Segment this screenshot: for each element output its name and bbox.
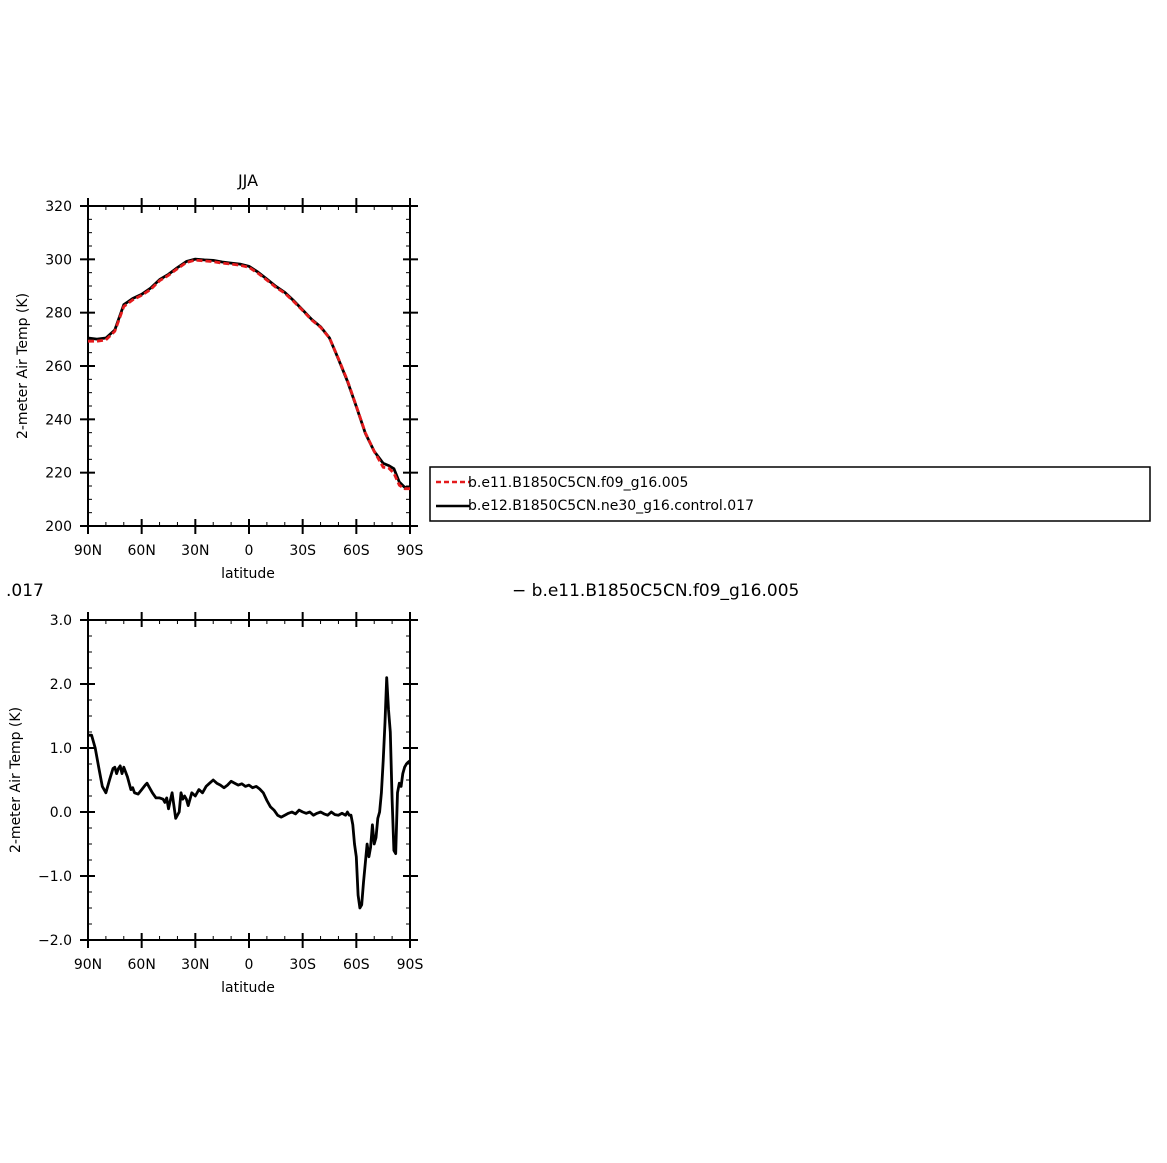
panel1-x-axis-label: latitude (221, 566, 275, 582)
panel2-title-fragment: .017 (6, 581, 44, 601)
legend-label-model-b: b.e12.B1850C5CN.ne30_g16.control.017 (468, 498, 754, 514)
panel1-title: JJA (237, 171, 258, 190)
y-tick-label: 1.0 (50, 741, 72, 757)
difference-panel: .017 − b.e11.B1850C5CN.f09_g16.005 −2.0 −… (6, 581, 799, 996)
temperature-panel: JJA 200 220 240 260 280 300 320 90N 60N 30N 0 30S 6… (15, 171, 423, 582)
series-line-0 (88, 676, 411, 910)
x-tick-label: 60N (128, 957, 156, 973)
legend: b.e11.B1850C5CN.f09_g16.005 b.e12.B1850C… (429, 466, 1151, 522)
x-tick-label: 60S (343, 543, 370, 559)
y-tick-label: 280 (45, 306, 72, 322)
panel2-subtitle: − b.e11.B1850C5CN.f09_g16.005 (512, 581, 799, 601)
panel1-y-axis-label: 2-meter Air Temp (K) (15, 293, 31, 439)
legend-label-model-a: b.e11.B1850C5CN.f09_g16.005 (468, 475, 688, 491)
x-tick-label: 30N (181, 543, 209, 559)
x-tick-label: 60S (343, 957, 370, 973)
x-tick-label: 30S (289, 543, 316, 559)
series-line-1 (87, 257, 410, 489)
y-tick-label: 300 (45, 252, 72, 268)
y-tick-label: 240 (45, 412, 72, 428)
x-tick-label: 90S (397, 543, 424, 559)
y-tick-label: 220 (45, 466, 72, 482)
x-tick-label: 0 (245, 957, 254, 973)
panel1-plot-frame (87, 205, 411, 527)
x-tick-label: 90N (74, 957, 102, 973)
y-tick-label: 320 (45, 199, 72, 215)
legend-box (429, 466, 1151, 522)
x-tick-label: 90S (397, 957, 424, 973)
x-tick-label: 30N (181, 957, 209, 973)
x-tick-label: 0 (245, 543, 254, 559)
x-tick-label: 60N (128, 543, 156, 559)
series-line-0 (88, 258, 410, 491)
y-tick-label: 200 (45, 519, 72, 535)
panel2-x-axis-label: latitude (221, 980, 275, 996)
x-tick-label: 90N (74, 543, 102, 559)
panel2-y-axis-label: 2-meter Air Temp (K) (8, 707, 24, 853)
x-tick-label: 30S (289, 957, 316, 973)
y-tick-label: 0.0 (50, 805, 72, 821)
y-tick-label: −1.0 (38, 869, 72, 885)
y-tick-label: 260 (45, 359, 72, 375)
y-tick-label: −2.0 (38, 933, 72, 949)
y-tick-label: 3.0 (50, 613, 72, 629)
y-tick-label: 2.0 (50, 677, 72, 693)
